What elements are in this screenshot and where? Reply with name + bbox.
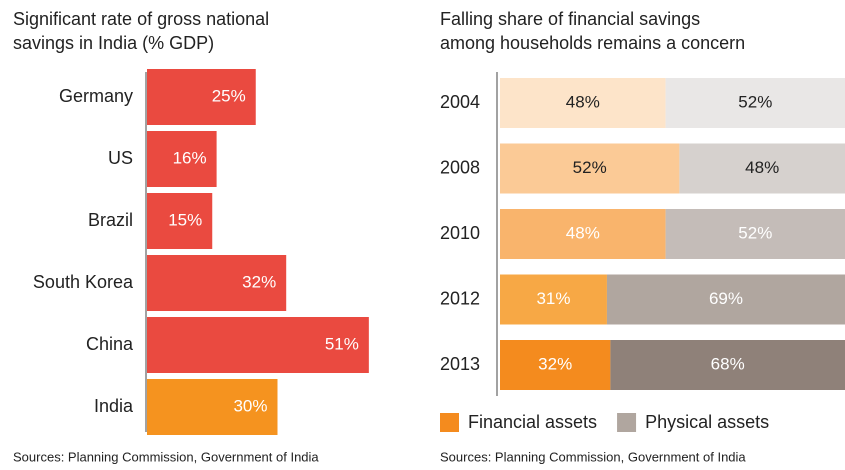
value-label: 32% bbox=[242, 272, 276, 291]
category-label: 2013 bbox=[440, 354, 480, 374]
bar bbox=[147, 131, 217, 187]
bar-segment bbox=[665, 209, 845, 259]
chart-title: among households remains a concern bbox=[440, 33, 745, 53]
category-label: 2008 bbox=[440, 157, 480, 177]
value-label: 16% bbox=[173, 148, 207, 167]
bar-segment bbox=[606, 274, 845, 325]
legend-label: Physical assets bbox=[645, 412, 769, 432]
bar bbox=[147, 379, 278, 435]
legend-swatch bbox=[440, 413, 459, 432]
bar-segment bbox=[500, 274, 607, 325]
value-label: 68% bbox=[711, 354, 745, 373]
bar-segment bbox=[500, 209, 666, 259]
legend-swatch bbox=[617, 413, 637, 432]
bar-segment bbox=[665, 78, 845, 128]
category-label: US bbox=[108, 148, 133, 168]
value-label: 48% bbox=[745, 158, 779, 177]
bar-segment bbox=[500, 78, 666, 128]
value-label: 25% bbox=[212, 86, 246, 105]
category-label: Germany bbox=[59, 86, 133, 106]
category-label: 2010 bbox=[440, 223, 480, 243]
category-label: 2012 bbox=[440, 288, 480, 308]
value-label: 30% bbox=[233, 396, 267, 415]
category-label: South Korea bbox=[33, 272, 134, 292]
value-label: 52% bbox=[573, 158, 607, 177]
bar bbox=[147, 317, 369, 373]
value-label: 51% bbox=[325, 334, 359, 353]
category-label: Brazil bbox=[88, 210, 133, 230]
value-label: 52% bbox=[738, 223, 772, 242]
value-label: 69% bbox=[709, 289, 743, 308]
source: Sources: Planning Commission, Government… bbox=[13, 449, 319, 464]
category-label: India bbox=[94, 396, 134, 416]
bar-segment bbox=[500, 340, 611, 390]
bar-segment bbox=[500, 143, 680, 194]
chart-title: Significant rate of gross national bbox=[13, 9, 269, 29]
source: Sources: Planning Commission, Government… bbox=[440, 449, 746, 464]
value-label: 32% bbox=[538, 354, 572, 373]
chart-title: savings in India (% GDP) bbox=[13, 33, 214, 53]
value-label: 31% bbox=[536, 289, 570, 308]
chart-title: Falling share of financial savings bbox=[440, 9, 700, 29]
bar-segment bbox=[610, 340, 845, 390]
bar bbox=[147, 69, 256, 125]
legend-label: Financial assets bbox=[468, 412, 597, 432]
category-label: China bbox=[86, 334, 134, 354]
value-label: 48% bbox=[566, 92, 600, 111]
category-label: 2004 bbox=[440, 92, 480, 112]
bar-segment bbox=[679, 143, 845, 194]
bar bbox=[147, 193, 213, 249]
value-label: 15% bbox=[168, 210, 202, 229]
value-label: 52% bbox=[738, 92, 772, 111]
value-label: 48% bbox=[566, 223, 600, 242]
bar bbox=[147, 255, 287, 311]
